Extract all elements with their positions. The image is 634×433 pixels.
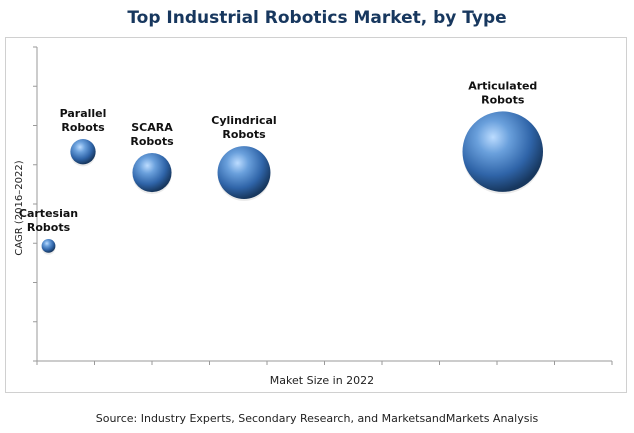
bubble bbox=[132, 153, 172, 193]
x-axis-label: Maket Size in 2022 bbox=[270, 374, 374, 387]
chart-title: Top Industrial Robotics Market, by Type bbox=[127, 8, 507, 28]
bubble-label: Articulated bbox=[468, 79, 537, 92]
bubble-label: SCARA bbox=[131, 121, 173, 134]
bubble-label: Robots bbox=[130, 135, 174, 148]
bubble-label: Cylindrical bbox=[211, 114, 276, 127]
y-axis-label: CAGR (2016–2022) bbox=[14, 160, 25, 255]
bubble-label: Parallel bbox=[60, 107, 107, 120]
bubble-label: Robots bbox=[27, 221, 71, 234]
bubble-label: Robots bbox=[222, 128, 266, 141]
bubble bbox=[462, 111, 543, 192]
bubble bbox=[70, 139, 96, 165]
axes bbox=[33, 46, 613, 365]
bubbles bbox=[41, 111, 543, 255]
bubble bbox=[217, 146, 271, 200]
source-note: Source: Industry Experts, Secondary Rese… bbox=[95, 412, 539, 425]
bubble-label: Robots bbox=[61, 121, 105, 134]
bubble-label: Cartesian bbox=[19, 207, 78, 220]
chart-frame bbox=[5, 37, 627, 393]
bubble bbox=[41, 238, 56, 253]
bubble-label: Robots bbox=[481, 93, 525, 106]
